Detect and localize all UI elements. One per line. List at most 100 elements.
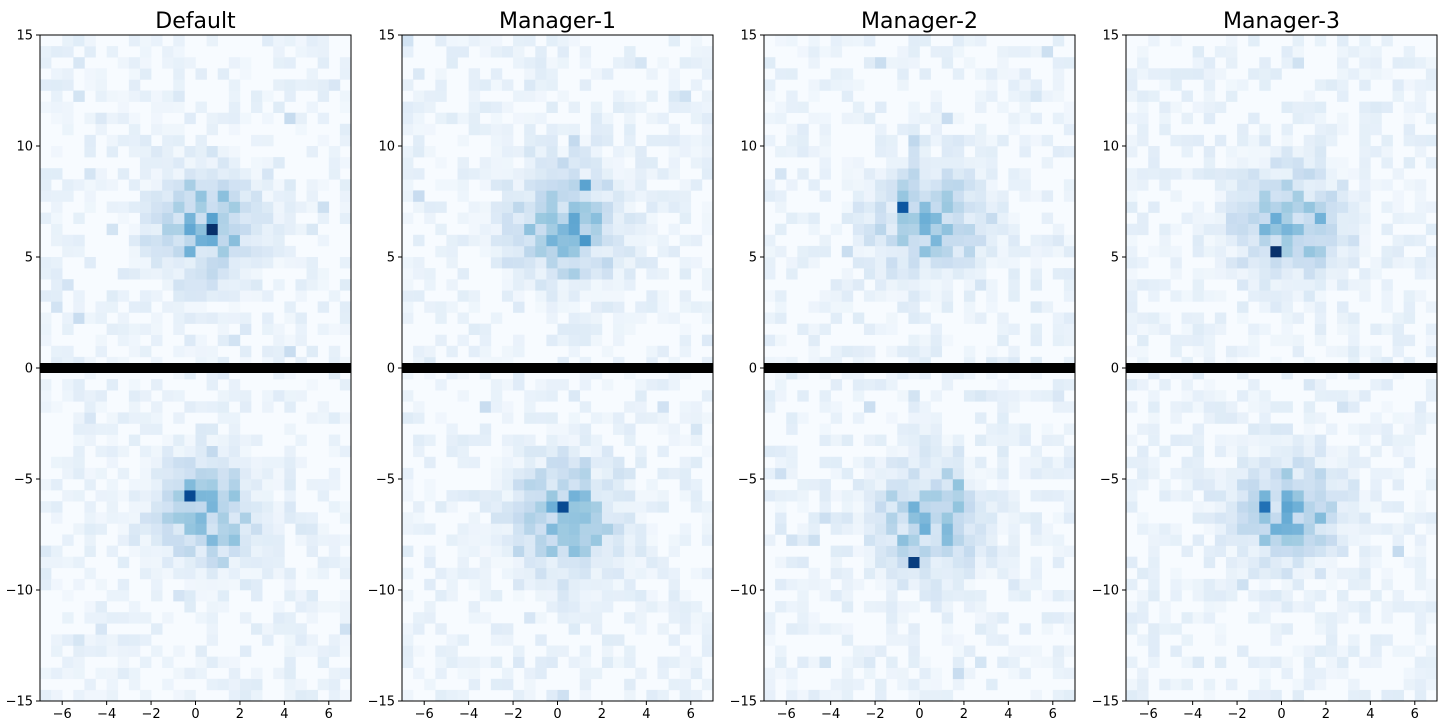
heatmap-cell	[1041, 245, 1054, 258]
heatmap-cell	[1270, 179, 1282, 191]
heatmap-cell	[328, 146, 341, 158]
heatmap-cell	[184, 590, 196, 602]
heatmap-cell	[930, 523, 943, 535]
heatmap-cell	[317, 268, 330, 280]
heatmap-cell	[273, 456, 285, 469]
heatmap-cell	[295, 323, 307, 335]
heatmap-cell	[84, 645, 96, 657]
heatmap-cell	[535, 301, 547, 313]
heatmap-cell	[1181, 90, 1193, 102]
heatmap-cell	[841, 301, 854, 313]
heatmap-cell	[1030, 556, 1042, 569]
heatmap-cell	[1370, 356, 1382, 369]
heatmap-cell	[624, 368, 636, 380]
heatmap-cell	[986, 234, 998, 247]
heatmap-cell	[1237, 179, 1249, 191]
heatmap-cell	[1203, 268, 1216, 280]
heatmap-cell	[1137, 689, 1149, 702]
heatmap-cell	[786, 678, 798, 691]
heatmap-cell	[1259, 612, 1271, 624]
heatmap-cell	[1148, 157, 1160, 169]
heatmap-cell	[646, 534, 658, 546]
heatmap-cell	[1063, 334, 1076, 347]
heatmap-cell	[1314, 612, 1327, 624]
heatmap-cell	[1126, 401, 1138, 413]
heatmap-cell	[1225, 179, 1238, 191]
heatmap-cell	[228, 423, 241, 435]
heatmap-cell	[568, 179, 581, 191]
heatmap-cell	[173, 268, 185, 280]
heatmap-cell	[1348, 634, 1360, 646]
heatmap-cell	[239, 501, 252, 513]
heatmap-cell	[546, 234, 558, 247]
heatmap-cell	[117, 101, 130, 113]
heatmap-cell	[173, 168, 185, 180]
heatmap-cell	[690, 46, 703, 58]
heatmap-cell	[228, 57, 241, 69]
heatmap-cell	[1359, 46, 1371, 58]
heatmap-cell	[852, 212, 865, 224]
heatmap-cell	[1041, 157, 1054, 169]
heatmap-cell	[73, 290, 85, 302]
heatmap-cell	[919, 545, 931, 557]
heatmap-cell	[117, 590, 130, 602]
heatmap-cell	[919, 512, 931, 524]
heatmap-cell	[1063, 445, 1076, 458]
heatmap-cell	[402, 257, 414, 269]
heatmap-cell	[1325, 490, 1338, 502]
y-tick-label: 0	[1111, 362, 1119, 377]
heatmap-cell	[228, 334, 241, 347]
heatmap-cell	[886, 612, 898, 624]
heatmap-cell	[1148, 634, 1160, 646]
heatmap-cell	[764, 134, 776, 147]
heatmap-cell	[646, 68, 658, 80]
heatmap-cell	[84, 423, 96, 435]
heatmap-cell	[1214, 245, 1227, 258]
heatmap-cell	[930, 190, 943, 202]
heatmap-cell	[1019, 645, 1031, 657]
heatmap-cell	[1270, 245, 1282, 258]
heatmap-cell	[328, 601, 341, 613]
heatmap-cell	[797, 123, 809, 136]
heatmap-cell	[446, 179, 458, 191]
heatmap-cell	[117, 312, 130, 324]
heatmap-cell	[579, 556, 592, 569]
heatmap-cell	[1248, 445, 1260, 458]
heatmap-cell	[635, 157, 647, 169]
heatmap-cell	[952, 590, 965, 602]
heatmap-cell	[339, 190, 352, 202]
heatmap-cell	[535, 656, 547, 668]
heatmap-cell	[975, 168, 987, 180]
heatmap-cell	[513, 656, 525, 668]
heatmap-cell	[557, 467, 569, 480]
heatmap-cell	[941, 279, 954, 291]
heatmap-cell	[84, 567, 96, 580]
heatmap-cell	[941, 112, 954, 125]
heatmap-cell	[1181, 634, 1193, 646]
heatmap-cell	[546, 456, 558, 469]
heatmap-cell	[679, 57, 692, 69]
heatmap-cell	[106, 678, 119, 691]
heatmap-cell	[1248, 157, 1260, 169]
heatmap-cell	[228, 390, 241, 402]
heatmap-cell	[952, 223, 965, 236]
heatmap-cell	[546, 223, 558, 236]
heatmap-cell	[808, 534, 820, 546]
heatmap-cell	[128, 57, 141, 69]
heatmap-cell	[1270, 467, 1282, 480]
heatmap-cell	[590, 234, 603, 247]
y-tick-label: 10	[378, 140, 395, 155]
heatmap-cell	[635, 534, 647, 546]
heatmap-cell	[1203, 523, 1216, 535]
heatmap-cell	[535, 234, 547, 247]
heatmap-cell	[162, 612, 174, 624]
heatmap-cell	[228, 312, 241, 324]
heatmap-cell	[613, 234, 625, 247]
heatmap-cell	[162, 190, 174, 202]
heatmap-cell	[162, 534, 174, 546]
heatmap-cell	[1314, 157, 1327, 169]
heatmap-cell	[490, 678, 503, 691]
heatmap-cell	[524, 479, 536, 491]
heatmap-cell	[1281, 601, 1293, 613]
heatmap-cell	[535, 578, 547, 591]
